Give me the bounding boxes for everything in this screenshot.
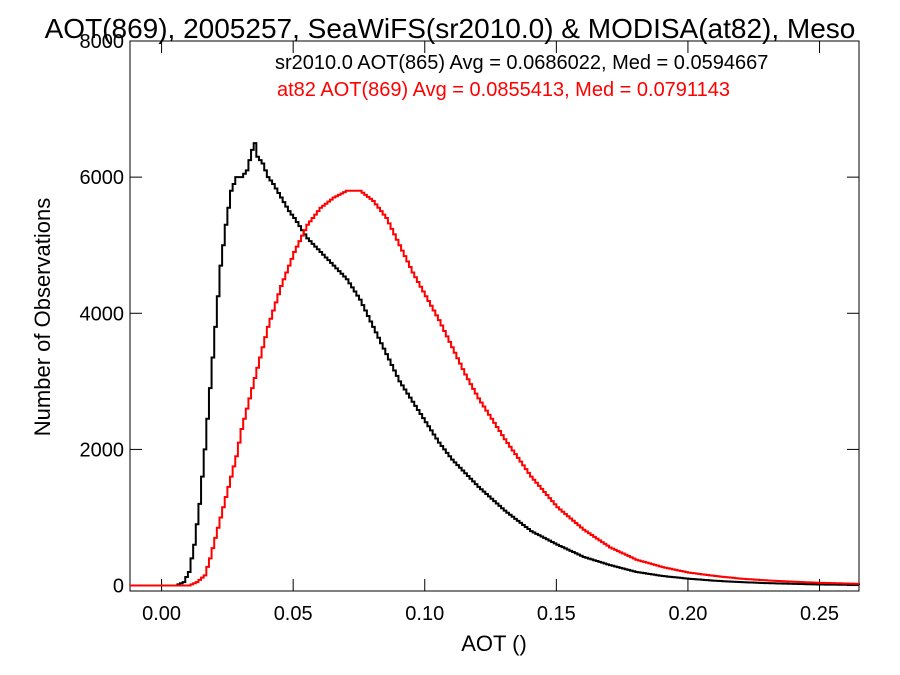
x-tick-label: 0.25 [800,603,839,625]
x-tick-label: 0.10 [405,603,444,625]
x-axis-label: AOT () [461,631,527,656]
x-axis: 0.00 0.05 0.10 0.15 0.20 0.25 [142,41,839,625]
x-tick-label: 0.20 [668,603,707,625]
x-tick-label: 0.00 [142,603,181,625]
legend-entry-at82: at82 AOT(869) Avg = 0.0855413, Med = 0.0… [277,79,730,101]
plot-frame [129,40,860,592]
y-axis: 0 2000 4000 6000 8000 [80,31,859,598]
series-line-0 [130,142,860,587]
y-axis-label: Number of Observations [30,198,55,436]
x-tick-label: 0.05 [274,603,313,625]
x-tick-label: 0.15 [537,603,576,625]
y-tick-label: 2000 [80,439,125,461]
legend-entry-sr2010: sr2010.0 AOT(865) Avg = 0.0686022, Med =… [275,52,768,74]
chart-title: AOT(869), 2005257, SeaWiFS(sr2010.0) & M… [45,13,856,44]
y-tick-label: 6000 [80,167,125,189]
y-tick-label: 8000 [80,31,125,53]
y-tick-label: 4000 [80,303,125,325]
y-tick-label: 0 [113,576,124,598]
series-line-1 [130,189,860,587]
series-layer [130,142,860,587]
